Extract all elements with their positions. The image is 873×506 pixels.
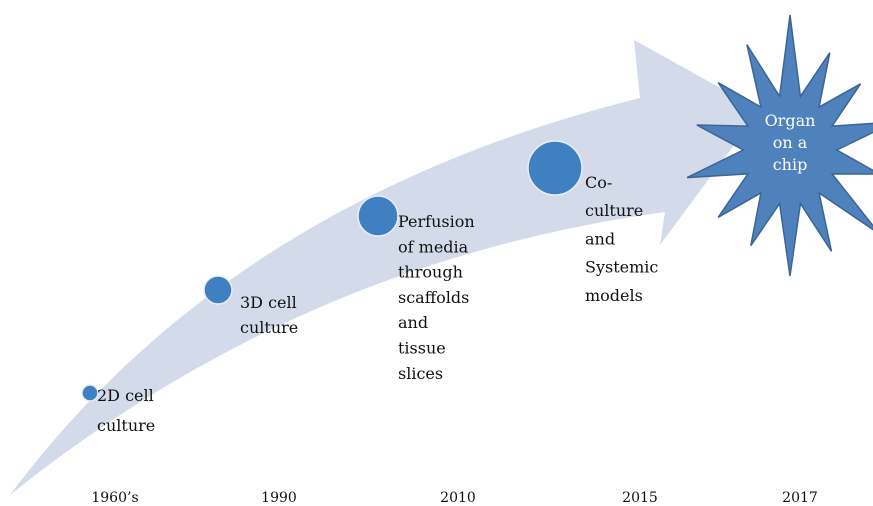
stage-label: slices (398, 364, 443, 383)
star (686, 14, 873, 277)
stage-dot (81, 384, 99, 402)
stage-label: 3D cell (240, 293, 297, 312)
year-label: 1990 (261, 490, 297, 506)
stage-dot (203, 275, 233, 305)
stage-label: Perfusion (398, 212, 475, 231)
stage-label: 2D cell (97, 386, 154, 405)
stage-label: tissue (398, 339, 446, 358)
stage-label: culture (97, 416, 155, 435)
stage-label: and (585, 229, 615, 248)
stage-label: scaffolds (398, 288, 469, 307)
goal-label: on a (773, 133, 808, 152)
stage-dot (357, 195, 399, 237)
year-label: 2010 (440, 490, 476, 506)
year-label: 2015 (622, 490, 658, 506)
stage-label: Co- (585, 173, 612, 192)
stage-dot (527, 140, 583, 196)
stage-label: culture (240, 318, 298, 337)
stage-label: through (398, 263, 463, 282)
stage-label: models (585, 286, 643, 305)
stage-label: Systemic (585, 258, 658, 277)
stage-label: and (398, 313, 428, 332)
stage-label: culture (585, 201, 643, 220)
goal-label: Organ (765, 111, 816, 130)
goal-label: chip (773, 155, 808, 174)
year-label: 2017 (782, 490, 818, 506)
year-label: 1960’s (91, 490, 138, 506)
stage-label: of media (398, 237, 469, 256)
